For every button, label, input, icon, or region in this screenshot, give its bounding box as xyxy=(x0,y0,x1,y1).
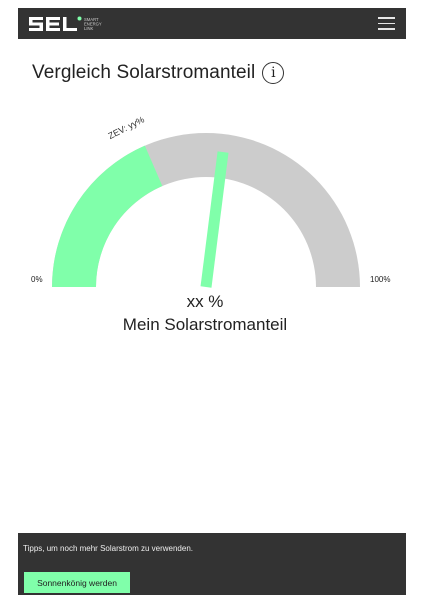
page-title: Vergleich Solarstromanteil xyxy=(32,62,256,83)
my-share-caption: Mein Solarstromanteil xyxy=(122,315,288,334)
my-share-value: xx % xyxy=(186,292,224,311)
solar-share-gauge xyxy=(52,133,360,288)
menu-line xyxy=(378,22,395,25)
info-icon[interactable]: i xyxy=(262,62,285,84)
tips-panel: Tipps, um noch mehr Solarstrom zu verwen… xyxy=(18,533,406,595)
sel-logo-graphic: SMART ENERGY LINK xyxy=(29,16,102,31)
app-header: SMART ENERGY LINK xyxy=(18,8,406,39)
hamburger-menu-icon[interactable] xyxy=(378,14,396,32)
svg-text:SMART: SMART xyxy=(84,17,99,22)
menu-line xyxy=(378,17,395,19)
title-row: Vergleich Solarstromanteil i xyxy=(32,59,285,87)
tips-text: Tipps, um noch mehr Solarstrom zu verwen… xyxy=(23,544,193,553)
gauge-min-label: 0% xyxy=(31,275,43,284)
svg-text:ENERGY: ENERGY xyxy=(84,22,102,27)
sel-logo[interactable]: SMART ENERGY LINK xyxy=(28,14,118,34)
menu-line xyxy=(378,28,395,30)
gauge-zev-fill xyxy=(52,145,163,287)
gauge-needle xyxy=(200,151,229,288)
gauge-max-label: 100% xyxy=(370,275,391,284)
svg-text:LINK: LINK xyxy=(84,26,94,31)
sonnenkoenig-button[interactable]: Sonnenkönig werden xyxy=(24,572,130,593)
